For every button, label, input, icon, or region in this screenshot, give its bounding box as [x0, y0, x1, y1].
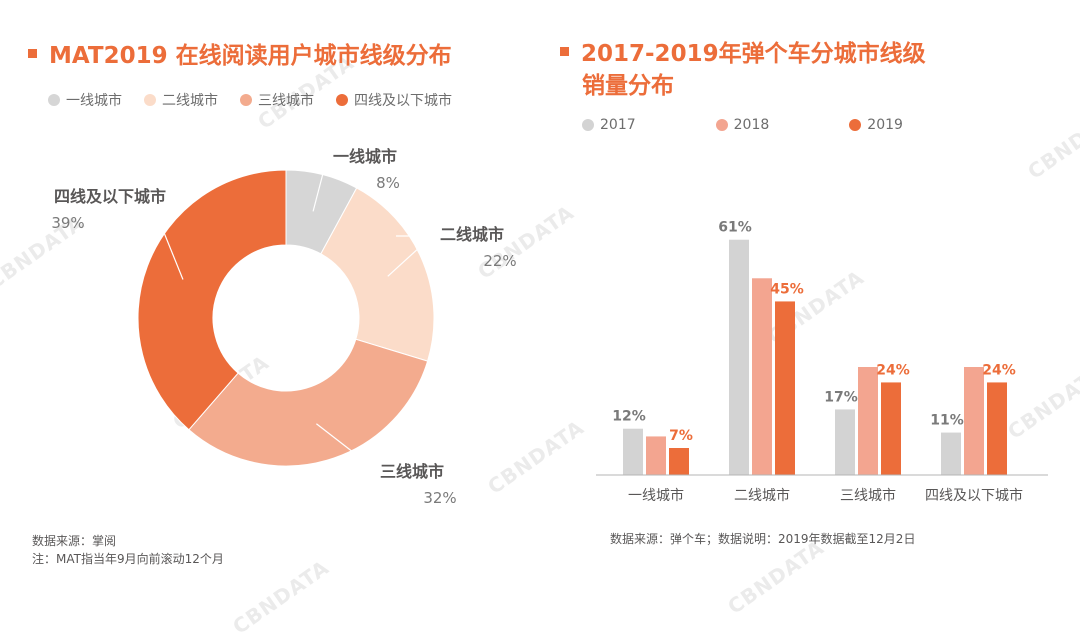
infographic: CBNDATA CBNDATA CBNDATA CBNDATA CBNDATA … [0, 38, 1080, 639]
legend-item: 一线城市 [48, 90, 122, 110]
title-bullet-icon [28, 49, 37, 58]
bar-value-label: 24% [982, 362, 1016, 378]
bar-value-label: 11% [930, 413, 964, 429]
legend-swatch-icon [582, 119, 594, 131]
legend-item: 2017 [582, 117, 636, 133]
note-text: 注：MAT指当年9月向前滚动12个月 [32, 552, 224, 566]
bar-chart: 12% 7% 一线城市 61% 45% 二线城市 17% 24% 三线城市 11% 24% 四线及以下… [596, 220, 1048, 504]
bar-2019 [775, 301, 795, 475]
legend-swatch-icon [240, 94, 252, 106]
donut-category-label: 一线城市 [333, 147, 397, 166]
legend-swatch-icon [849, 119, 862, 131]
legend-swatch-icon [48, 94, 60, 106]
watermark: CBNDATA [228, 555, 334, 639]
donut-category-label: 四线及以下城市 [54, 187, 166, 206]
bar-2018 [646, 436, 666, 475]
donut-category-label: 三线城市 [380, 462, 444, 481]
leader-line [387, 235, 433, 277]
bar-2018 [858, 367, 878, 475]
donut-chart-title: MAT2019 在线阅读用户城市线级分布 [28, 40, 452, 72]
donut-chart: 一线城市 8% 二线城市 22% 三线城市 32% 四线及以下城市 39% [51, 147, 516, 507]
bar-2018 [752, 278, 772, 475]
leader-line [149, 197, 184, 280]
bar-value-label: 7% [669, 428, 693, 444]
bar-value-label: 61% [718, 220, 752, 236]
bar-2019 [881, 382, 901, 475]
x-tick-label: 一线城市 [628, 487, 684, 504]
donut-value-label: 39% [51, 214, 84, 232]
donut-source-note: 数据来源：掌阅 注：MAT指当年9月向前滚动12个月 [32, 532, 224, 568]
legend-item: 四线及以下城市 [336, 90, 452, 110]
bar-source-note: 数据来源：弹个车；数据说明：2019年数据截至12月2日 [610, 532, 916, 546]
bar-2019 [669, 448, 689, 475]
bar-legend: 2017 2018 2019 [582, 117, 903, 133]
legend-swatch-icon [715, 119, 728, 131]
bar-value-label: 45% [770, 281, 804, 297]
bar-2018 [964, 367, 984, 475]
donut-legend: 一线城市 二线城市 三线城市 四线及以下城市 [48, 90, 452, 110]
legend-swatch-icon [144, 94, 156, 106]
bar-value-label: 24% [876, 362, 910, 378]
legend-item: 2018 [715, 117, 769, 133]
title-bullet-icon [560, 47, 569, 56]
bar-2017 [729, 239, 749, 475]
donut-slice [137, 169, 287, 431]
donut-value-label: 32% [423, 489, 456, 507]
bar-2017 [941, 432, 961, 475]
leader-line [316, 423, 381, 474]
donut-slice [320, 187, 435, 362]
x-tick-label: 四线及以下城市 [925, 487, 1023, 504]
bar-value-label: 17% [824, 389, 858, 405]
legend-item: 二线城市 [144, 90, 218, 110]
donut-category-label: 二线城市 [440, 225, 504, 244]
source-text: 数据来源：掌阅 [32, 534, 117, 548]
donut-value-label: 8% [376, 174, 400, 192]
bar-chart-title-line2: 销量分布 [582, 73, 674, 99]
legend-item: 三线城市 [240, 90, 314, 110]
bar-2019 [987, 382, 1007, 475]
bar-chart-title: 2017-2019年弹个车分城市线级 [560, 38, 926, 70]
x-tick-label: 二线城市 [734, 487, 790, 504]
donut-value-label: 22% [483, 252, 516, 270]
x-tick-label: 三线城市 [840, 487, 896, 504]
leader-line [312, 157, 328, 212]
legend-swatch-icon [336, 94, 348, 106]
donut-slice [188, 338, 429, 467]
legend-item: 2019 [849, 117, 903, 133]
bar-2017 [835, 409, 855, 475]
bar-2017 [623, 428, 643, 475]
bar-value-label: 12% [612, 409, 646, 425]
